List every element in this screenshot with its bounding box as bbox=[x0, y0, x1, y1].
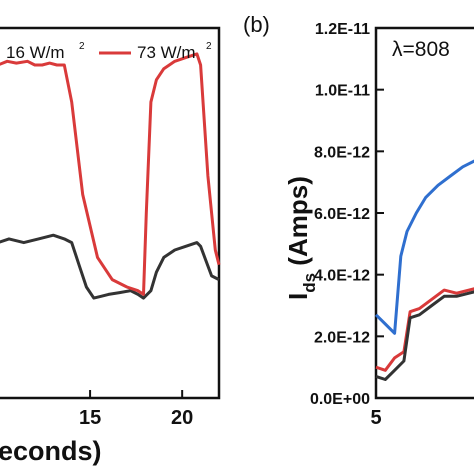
series-line-73 bbox=[0, 52, 221, 296]
panel-a: 15 20 16 W/m 2 73 W/m 2 econds) bbox=[0, 26, 221, 466]
x-tick-label: 15 bbox=[79, 407, 101, 429]
y-tick-label: 2.0E-12 bbox=[314, 329, 370, 346]
legend-superscript-16: 2 bbox=[79, 41, 85, 52]
panel-b-y-ticks: 0.0E+00 2.0E-12 4.0E-12 6.0E-12 8.0E-12 1.0E-… bbox=[310, 21, 384, 408]
legend-superscript-73: 2 bbox=[206, 41, 212, 52]
series-line-16 bbox=[0, 233, 220, 300]
panel-b-x-ticks: 5 bbox=[370, 390, 382, 429]
legend-label-73: 73 W/m bbox=[137, 43, 196, 62]
y-tick-label: 4.0E-12 bbox=[314, 268, 370, 285]
x-tick-label: 20 bbox=[171, 407, 193, 429]
panel-b-label: (b) bbox=[243, 12, 270, 37]
panel-a-series bbox=[0, 52, 221, 300]
y-tick-label: 1.2E-11 bbox=[315, 21, 370, 38]
panel-a-x-axis-label: econds) bbox=[0, 436, 102, 466]
panel-a-legend: 16 W/m 2 73 W/m 2 bbox=[6, 41, 212, 62]
y-axis-label-unit: (Amps) bbox=[283, 176, 313, 273]
series-line-dark bbox=[375, 290, 474, 381]
panel-b-series bbox=[374, 159, 474, 381]
panel-b-annotation: λ=808 bbox=[392, 38, 450, 61]
series-line-blue bbox=[374, 159, 474, 335]
y-tick-label: 8.0E-12 bbox=[314, 144, 370, 161]
y-axis-label-main: I bbox=[283, 293, 313, 300]
series-line-red bbox=[375, 287, 474, 372]
panel-a-x-ticks: 15 20 bbox=[79, 390, 193, 429]
y-tick-label: 1.0E-11 bbox=[315, 83, 370, 100]
panel-b: (b) 0.0E+00 2.0E-12 4.0E-12 6.0E-12 8.0E-12 1… bbox=[243, 12, 474, 429]
panel-b-y-axis-label: Ids (Amps) bbox=[283, 176, 319, 300]
y-tick-label: 6.0E-12 bbox=[314, 206, 370, 223]
y-axis-label-sub: ds bbox=[300, 273, 319, 293]
y-tick-label: 0.0E+00 bbox=[310, 391, 370, 408]
panel-b-frame bbox=[374, 26, 474, 400]
panel-a-frame bbox=[0, 26, 221, 400]
legend-label-16: 16 W/m bbox=[6, 43, 65, 62]
x-tick-label: 5 bbox=[370, 407, 381, 429]
